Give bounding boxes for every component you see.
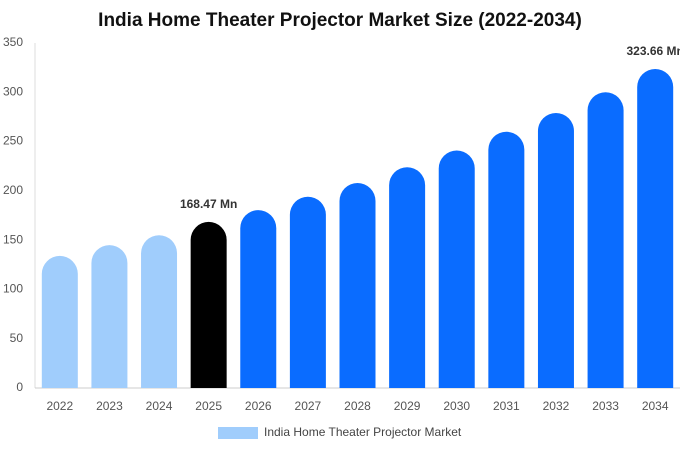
bar <box>41 255 78 388</box>
bar <box>289 196 326 388</box>
bar <box>587 92 624 389</box>
x-tick-label: 2034 <box>642 399 669 413</box>
x-tick-label: 2033 <box>592 399 619 413</box>
x-tick-label: 2027 <box>295 399 322 413</box>
y-tick-label: 250 <box>3 134 23 148</box>
x-tick-label: 2028 <box>344 399 371 413</box>
x-tick-label: 2022 <box>46 399 73 413</box>
bar <box>389 167 426 388</box>
y-tick-label: 350 <box>3 35 23 49</box>
x-tick-label: 2026 <box>245 399 272 413</box>
x-tick-label: 2029 <box>394 399 421 413</box>
x-tick-label: 2032 <box>543 399 570 413</box>
bar <box>240 210 277 388</box>
bar <box>488 131 525 388</box>
bar <box>91 245 128 388</box>
y-tick-label: 300 <box>3 84 23 98</box>
y-tick-label: 0 <box>16 380 23 394</box>
bar <box>438 150 475 388</box>
x-tick-label: 2023 <box>96 399 123 413</box>
legend-swatch <box>218 427 258 439</box>
legend-label: India Home Theater Projector Market <box>264 425 462 439</box>
x-tick-label: 2024 <box>146 399 173 413</box>
y-tick-label: 100 <box>3 282 23 296</box>
bar <box>537 112 574 388</box>
bar <box>637 68 674 388</box>
chart-title: India Home Theater Projector Market Size… <box>98 10 582 31</box>
y-tick-label: 200 <box>3 183 23 197</box>
y-tick-label: 50 <box>10 331 24 345</box>
bar <box>141 235 178 388</box>
y-tick-label: 150 <box>3 232 23 246</box>
data-label: 168.47 Mn <box>180 197 237 211</box>
bar <box>190 221 227 388</box>
bar <box>339 182 376 388</box>
x-tick-label: 2031 <box>493 399 520 413</box>
x-tick-label: 2025 <box>195 399 222 413</box>
data-label: 323.66 Mn <box>627 44 680 58</box>
x-tick-label: 2030 <box>443 399 470 413</box>
